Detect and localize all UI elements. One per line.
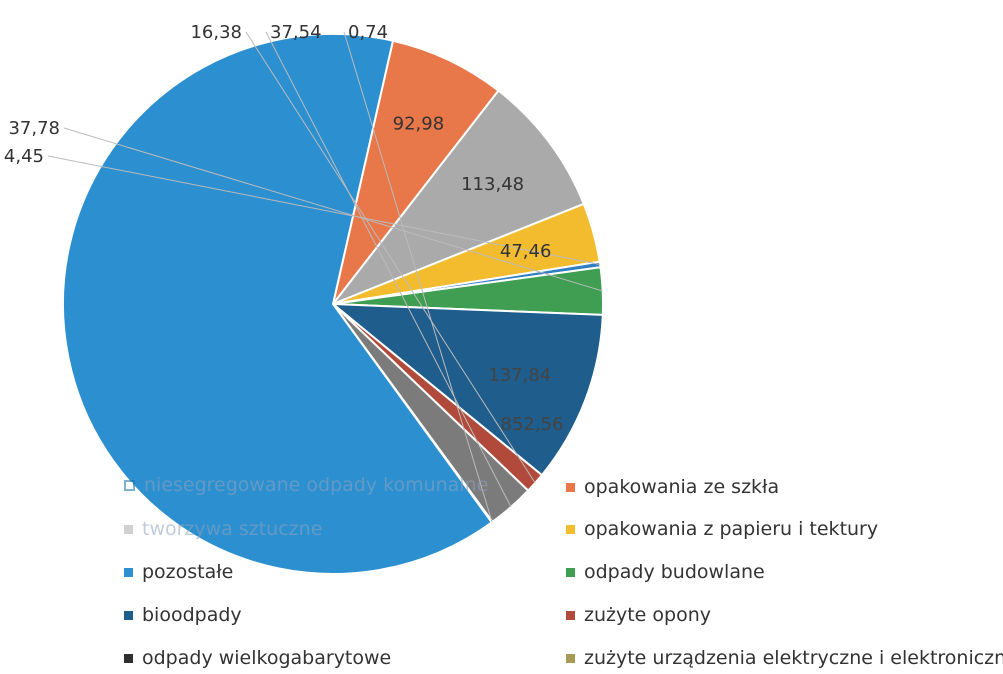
data-label-2: 47,46 bbox=[500, 241, 552, 262]
pie-slice-5 bbox=[330, 302, 604, 477]
data-label-5: 137,84 bbox=[488, 365, 551, 386]
pie-slice-0 bbox=[332, 39, 500, 305]
data-label-1: 113,48 bbox=[461, 174, 524, 195]
data-label-6: 16,38 bbox=[190, 22, 242, 43]
data-label-3: 4,45 bbox=[4, 146, 44, 167]
data-label-0: 92,98 bbox=[393, 113, 445, 134]
leader-line-6 bbox=[245, 31, 536, 484]
leader-line-3 bbox=[47, 155, 601, 265]
data-label-8: 0,74 bbox=[348, 22, 388, 43]
leader-line-4 bbox=[63, 127, 603, 292]
leader-line-7 bbox=[265, 31, 512, 508]
data-label-7: 37,54 bbox=[270, 22, 322, 43]
data-label-9: 852,56 bbox=[501, 414, 564, 435]
leader-line-8 bbox=[343, 31, 493, 523]
pie-slice-9 bbox=[62, 33, 494, 575]
pie-slice-1 bbox=[329, 89, 586, 307]
data-label-4: 37,78 bbox=[8, 118, 60, 139]
